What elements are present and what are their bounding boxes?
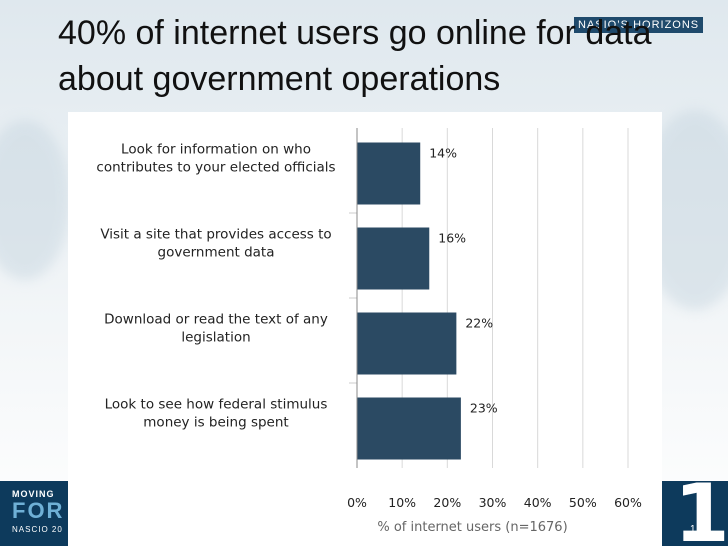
tick-label: 20%: [433, 495, 461, 510]
value-label: 16%: [438, 231, 466, 246]
category-label: Look for information on who: [121, 142, 311, 158]
value-label: 14%: [429, 146, 457, 161]
bar: [357, 227, 430, 290]
category-label: legislation: [181, 330, 250, 346]
footer-logo-line3: NASCIO 20: [12, 525, 63, 534]
decorative-number-one: 1: [674, 467, 728, 560]
tick-label: 40%: [524, 495, 552, 510]
tick-label: 60%: [614, 495, 642, 510]
tick-label: 50%: [569, 495, 597, 510]
tick-label: 30%: [479, 495, 507, 510]
category-label: contributes to your elected officials: [96, 160, 335, 176]
tick-label: 0%: [347, 495, 367, 510]
footer-right-block: [662, 481, 728, 546]
value-label: 23%: [470, 401, 498, 416]
footer-logo-line2: FOR: [12, 498, 65, 523]
category-label: Download or read the text of any: [104, 312, 328, 328]
category-label: government data: [158, 245, 275, 261]
footer-logo: MOVING FOR NASCIO 20: [0, 481, 70, 546]
bar: [357, 397, 461, 460]
bar: [357, 142, 421, 205]
value-label: 22%: [465, 316, 493, 331]
page-number: 1: [690, 524, 696, 535]
category-label: money is being spent: [143, 415, 288, 431]
bar: [357, 312, 457, 375]
slide-title: 40% of internet users go online for data…: [58, 14, 652, 98]
x-axis-title: % of internet users (n=1676): [377, 520, 567, 535]
category-label: Visit a site that provides access to: [100, 227, 331, 243]
category-label: Look to see how federal stimulus: [105, 397, 328, 413]
tick-label: 10%: [388, 495, 416, 510]
footer-logo-line1: MOVING: [12, 489, 55, 499]
bar-chart: 14% Look for information on who contribute…: [96, 128, 642, 535]
brand-label: NASIO’S HORIZONS: [574, 17, 704, 33]
